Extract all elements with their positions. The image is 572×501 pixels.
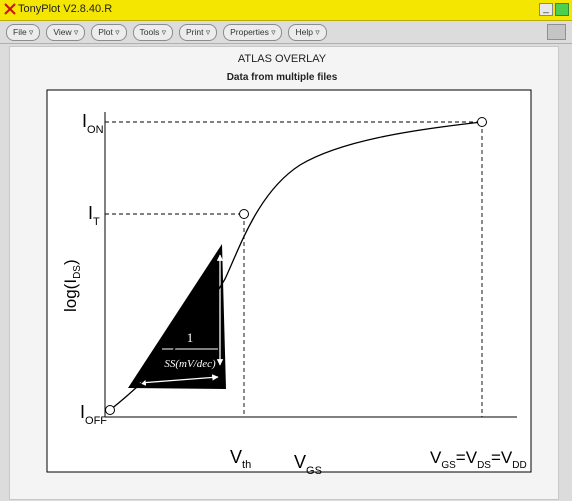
transfer-curve [109, 121, 483, 411]
menu-properties[interactable]: Properties ▿ [223, 24, 283, 41]
ioff-label: IOFF [80, 402, 107, 427]
it-point [239, 209, 249, 219]
ion-point [477, 117, 487, 127]
menu-file[interactable]: File ▿ [6, 24, 41, 41]
plot-title: ATLAS OVERLAY [238, 53, 327, 65]
plot-canvas: ATLAS OVERLAY Data from multiple files 1… [46, 53, 532, 477]
plot-frame [46, 89, 532, 473]
toolbar-corner-box[interactable] [547, 24, 566, 40]
menu-plot[interactable]: Plot ▿ [91, 24, 127, 41]
plot-panel: ATLAS OVERLAY Data from multiple files 1… [9, 46, 559, 500]
menu-view[interactable]: View ▿ [46, 24, 86, 41]
x-close-icon[interactable] [3, 2, 17, 16]
vdd-condition-label: VGS=VDS=VDD [430, 448, 527, 471]
vgs-label: VGS [294, 452, 322, 477]
plot-subtitle: Data from multiple files [227, 72, 338, 83]
triangle-rise-label: 1 [187, 330, 194, 345]
triangle-run-label: SS(mV/dec) [164, 358, 216, 370]
it-label: IT [88, 203, 100, 228]
menu-print[interactable]: Print ▿ [179, 24, 218, 41]
maximize-icon[interactable] [555, 3, 569, 16]
subthreshold-triangle [128, 244, 226, 389]
menu-tools[interactable]: Tools ▿ [132, 24, 173, 41]
triangle-base-arrow [139, 374, 219, 386]
ioff-point [105, 405, 115, 415]
y-axis-label: log(IDS) [61, 259, 83, 312]
vth-label: Vth [230, 447, 251, 471]
window-title: TonyPlot V2.8.40.R [18, 3, 113, 15]
minimize-icon[interactable]: _ [539, 3, 553, 16]
menu-bar: File ▿ View ▿ Plot ▿ Tools ▿ Print ▿ Pro… [0, 21, 572, 44]
menu-help[interactable]: Help ▿ [288, 24, 327, 41]
ion-label: ION [82, 111, 104, 136]
title-bar: TonyPlot V2.8.40.R _ [0, 0, 572, 21]
